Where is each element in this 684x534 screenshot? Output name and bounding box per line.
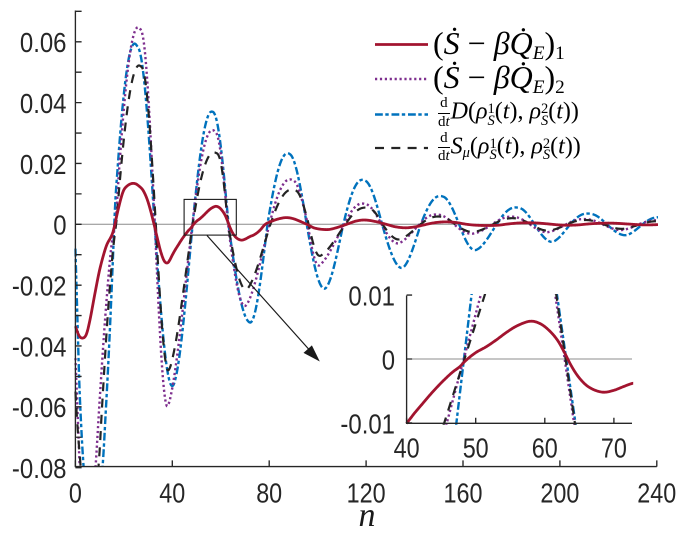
svg-text:0: 0 [53,209,66,241]
svg-text:-0.06: -0.06 [12,391,67,423]
svg-text:120: 120 [347,477,386,508]
svg-text:240: 240 [637,477,676,508]
svg-text:50: 50 [463,433,489,464]
svg-text:160: 160 [444,477,483,508]
svg-text:0.01: 0.01 [348,280,395,312]
svg-text:0.04: 0.04 [20,87,67,119]
svg-text:0.06: 0.06 [20,26,67,58]
svg-text:200: 200 [540,477,579,508]
svg-text:60: 60 [532,433,558,464]
svg-text:-0.08: -0.08 [12,452,67,484]
svg-text:80: 80 [256,477,282,508]
svg-text:-0.02: -0.02 [12,270,67,302]
svg-text:40: 40 [394,433,420,464]
svg-text:-0.04: -0.04 [12,330,67,362]
svg-text:40: 40 [159,477,185,508]
svg-text:70: 70 [601,433,627,464]
svg-text:-0.01: -0.01 [340,407,395,439]
svg-text:0.02: 0.02 [20,148,67,180]
svg-text:n: n [359,497,376,534]
svg-text:0: 0 [382,343,395,375]
svg-text:0: 0 [69,477,82,508]
